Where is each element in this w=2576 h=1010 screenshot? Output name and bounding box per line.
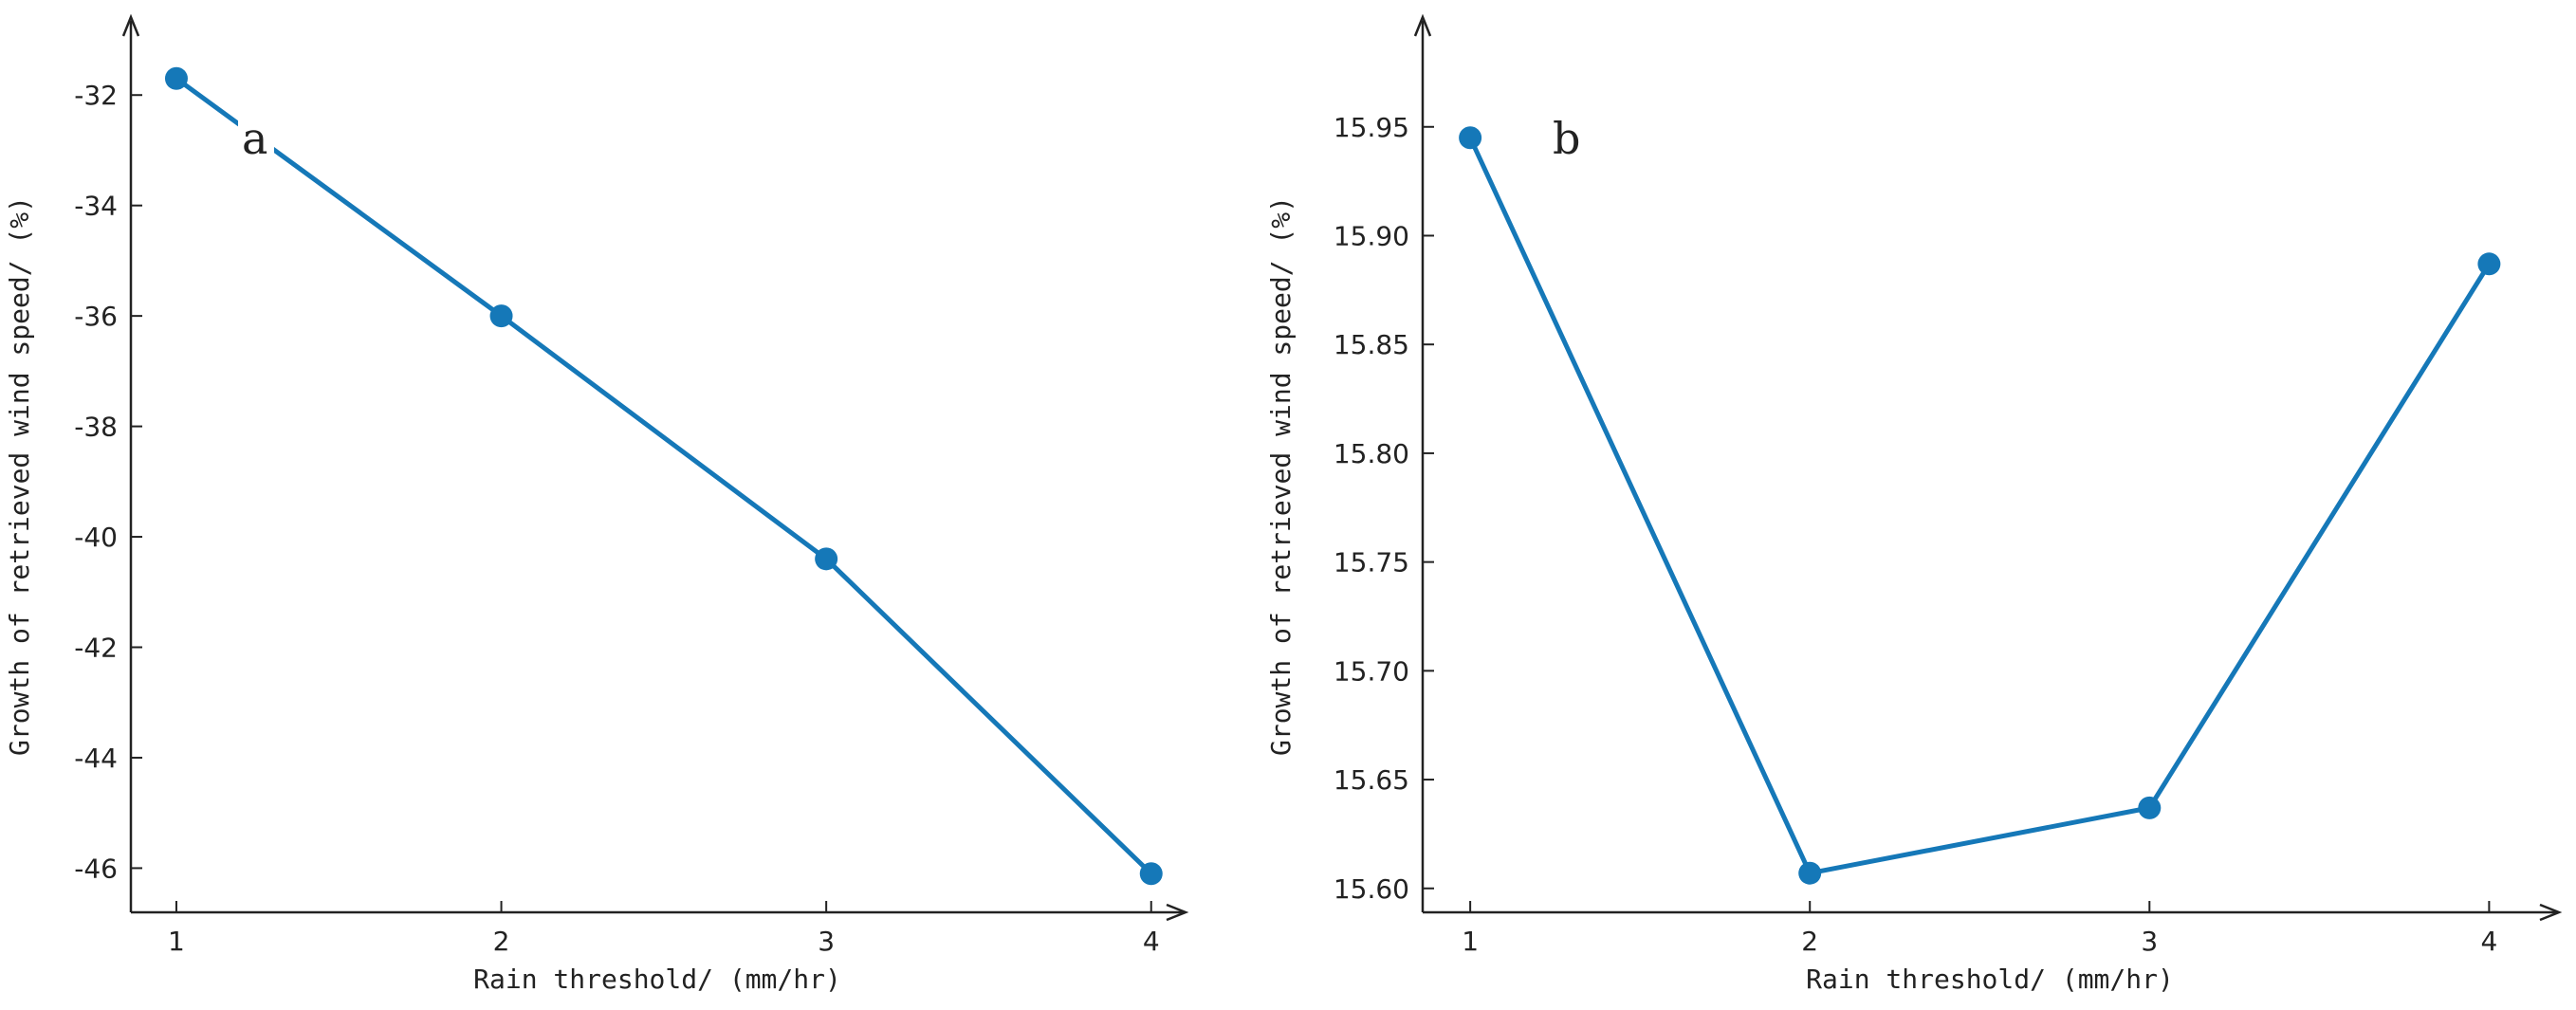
- x-tick-label: 1: [168, 926, 185, 957]
- y-tick-label: -42: [74, 633, 118, 664]
- x-tick-label: 3: [2141, 926, 2158, 957]
- y-tick-label: -34: [74, 191, 118, 222]
- panel-letter-bg: [1549, 116, 1585, 163]
- x-axis-title: Rain threshold/ (mm/hr): [1806, 964, 2174, 995]
- y-tick-label: 15.85: [1334, 329, 1409, 360]
- data-point: [164, 66, 188, 90]
- x-tick-label: 2: [1801, 926, 1818, 957]
- data-point: [2477, 252, 2501, 276]
- panel-label: a: [242, 113, 267, 164]
- y-axis-title: Growth of retrieved wind speed/ (%): [1265, 196, 1297, 756]
- y-tick-label: -46: [74, 853, 118, 884]
- y-axis-title: Growth of retrieved wind speed/ (%): [4, 196, 35, 756]
- panel-label: b: [1553, 113, 1580, 164]
- y-tick-label: 15.80: [1334, 438, 1409, 469]
- series-line: [175, 76, 1153, 876]
- y-tick-label: 15.75: [1334, 547, 1409, 578]
- y-tick-label: -38: [74, 412, 118, 443]
- x-axis-arrow: [2539, 903, 2563, 922]
- chart-panel-a: -32 -34 -36 -38 -40 -42 -44 -46 1 2 3 4 Rain thresho…: [4, 13, 1189, 995]
- y-tick-label: 15.70: [1334, 655, 1409, 687]
- y-tick-label: -44: [74, 743, 118, 774]
- y-tick-label: 15.60: [1334, 873, 1409, 905]
- y-tick-label: -32: [74, 80, 118, 111]
- y-axis-arrow: [121, 13, 140, 37]
- chart-panel-b: 15.60 15.65 15.70 15.75 15.80 15.85 15.90 15.95…: [1265, 13, 2563, 995]
- data-point: [1798, 861, 1822, 885]
- y-tick-label: 15.95: [1334, 112, 1409, 143]
- x-axis-title: Rain threshold/ (mm/hr): [473, 964, 841, 995]
- series-line: [1467, 137, 2492, 876]
- panel-letter-bg: [238, 116, 274, 163]
- data-point: [1459, 126, 1482, 150]
- x-tick-label: 2: [493, 926, 510, 957]
- y-axis-arrow: [1413, 13, 1432, 37]
- y-tick-label: -36: [74, 301, 118, 332]
- y-tick-label: 15.65: [1334, 764, 1409, 796]
- x-axis-arrow: [1166, 903, 1189, 922]
- x-tick-label: 4: [2480, 926, 2497, 957]
- y-tick-label: -40: [74, 522, 118, 553]
- data-point: [2138, 796, 2162, 819]
- y-tick-label: 15.90: [1334, 220, 1409, 251]
- x-tick-label: 3: [818, 926, 835, 957]
- x-tick-label: 1: [1462, 926, 1479, 957]
- data-point: [1139, 862, 1163, 886]
- data-point: [489, 304, 513, 328]
- x-tick-label: 4: [1143, 926, 1160, 957]
- data-point: [815, 547, 838, 571]
